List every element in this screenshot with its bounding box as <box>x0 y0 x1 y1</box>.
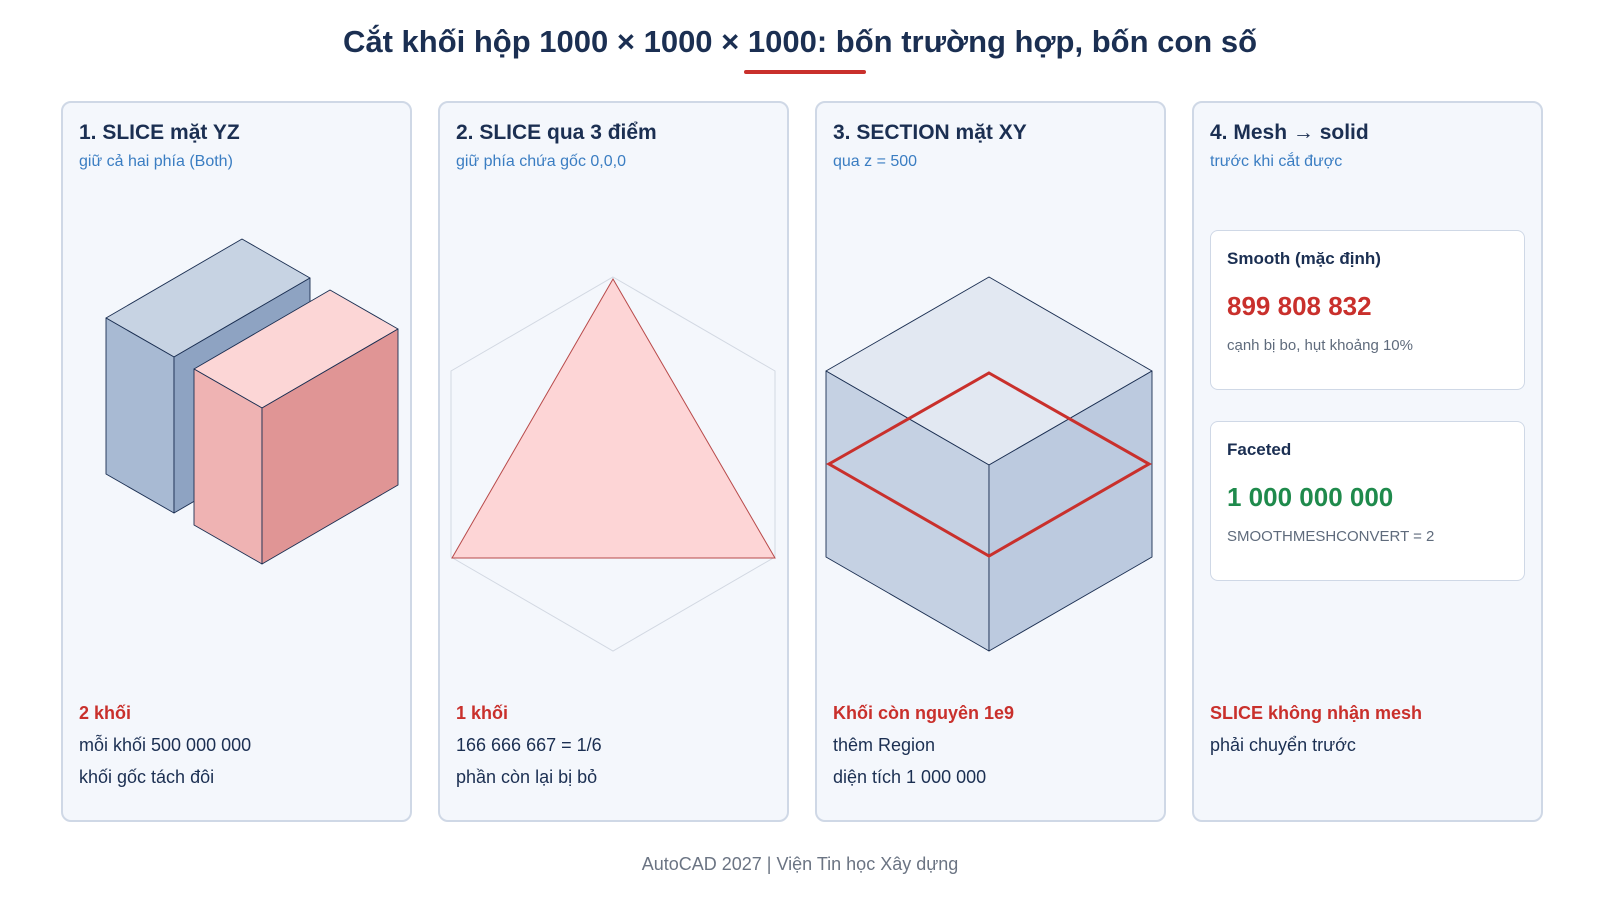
result-head: 1 khối <box>456 703 509 723</box>
split-box-illustration <box>105 238 399 565</box>
mesh-option-note: cạnh bị bo, hụt khoảng 10% <box>1227 337 1413 354</box>
card-mesh-to-solid: 4. Mesh → solid trước khi cắt được Smoot… <box>1192 101 1543 822</box>
card-slice-3-points: 2. SLICE qua 3 điểm giữ phía chứa gốc 0,… <box>438 101 789 822</box>
mesh-option-label: Faceted <box>1227 440 1292 459</box>
result-line: thêm Region <box>833 735 936 755</box>
card-subtitle: giữ cả hai phía (Both) <box>79 153 233 170</box>
mesh-option-faceted: Faceted 1 000 000 000 SMOOTHMESHCONVERT … <box>1210 421 1525 581</box>
result-head: 2 khối <box>79 703 132 723</box>
section-cube-illustration <box>825 276 1153 652</box>
result-line: diện tích 1 000 000 <box>833 767 987 787</box>
footer-credit: AutoCAD 2027 | Viện Tin học Xây dựng <box>641 854 959 874</box>
triangle-slice-illustration <box>450 276 776 652</box>
result-line: khối gốc tách đôi <box>79 767 215 787</box>
card-section-xy: 3. SECTION mặt XY qua z = 500 Khối còn n… <box>815 101 1166 822</box>
title-underline <box>744 70 866 74</box>
result-line: phải chuyển trước <box>1210 735 1356 755</box>
mesh-option-note: SMOOTHMESHCONVERT = 2 <box>1227 528 1435 545</box>
mesh-option-volume: 1 000 000 000 <box>1227 482 1394 512</box>
result-head: Khối còn nguyên 1e9 <box>833 703 1015 723</box>
card-title: 3. SECTION mặt XY <box>833 121 1027 144</box>
card-subtitle: giữ phía chứa gốc 0,0,0 <box>456 153 626 170</box>
cut-triangle <box>451 278 776 559</box>
card-subtitle: trước khi cắt được <box>1210 153 1343 170</box>
red-half-side <box>261 328 399 565</box>
mesh-option-label: Smooth (mặc định) <box>1227 249 1381 268</box>
card-slice-yz: 1. SLICE mặt YZ giữ cả hai phía (Both) 2… <box>61 101 412 822</box>
result-line: mỗi khối 500 000 000 <box>79 735 252 755</box>
result-line: phần còn lại bị bỏ <box>456 767 598 787</box>
mesh-option-volume: 899 808 832 <box>1227 291 1372 321</box>
cube-outline <box>450 276 776 652</box>
result-line: 166 666 667 = 1/6 <box>456 735 602 755</box>
card-title: 1. SLICE mặt YZ <box>79 121 240 144</box>
result-head: SLICE không nhận mesh <box>1210 703 1423 723</box>
card-title: 4. Mesh → solid <box>1210 121 1369 144</box>
card-subtitle: qua z = 500 <box>833 153 918 170</box>
section-region <box>825 371 1153 558</box>
page-title: Cắt khối hộp 1000 × 1000 × 1000: bốn trư… <box>342 24 1258 59</box>
card-title: 2. SLICE qua 3 điểm <box>456 121 657 144</box>
mesh-option-smooth: Smooth (mặc định) 899 808 832 cạnh bị bo… <box>1210 230 1525 390</box>
